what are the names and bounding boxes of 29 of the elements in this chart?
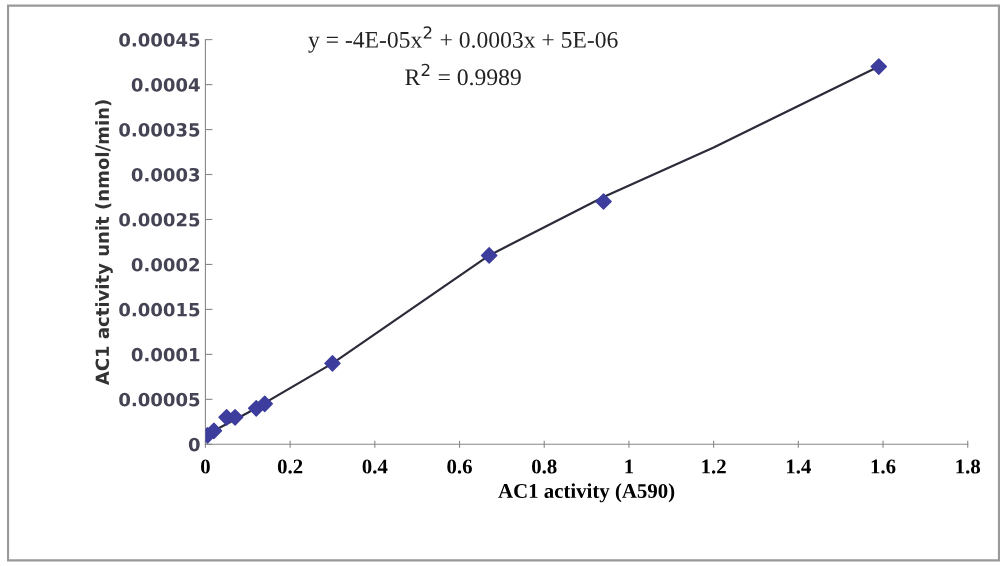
y-tick-label: 0.00025 — [119, 212, 200, 227]
y-tick-label: 0.00045 — [119, 33, 200, 47]
point — [256, 395, 274, 413]
point — [870, 58, 888, 75]
y-tick-label: 0.00035 — [119, 123, 200, 137]
x-tick-label: 0.4 — [362, 459, 388, 474]
y-tick-label: 0.0002 — [131, 257, 199, 272]
point — [324, 355, 341, 372]
x-axis-title: AC1 activity (A590) — [498, 483, 675, 503]
x-tick-label: 1 — [625, 459, 634, 474]
y-axis-title: AC1 activity unit (nmol/min) — [95, 100, 113, 386]
annotation: y = -4E-05x$^{2}$ + 0.0003x + 5E-06 — [308, 26, 618, 53]
x-tick-label: 1.8 — [956, 459, 981, 474]
y-tick-label: 0 — [188, 437, 200, 452]
x-tick-label: 1.2 — [702, 459, 726, 474]
point — [480, 247, 498, 264]
x-tick-label: 1.6 — [871, 459, 896, 474]
x-tick-label: 0 — [201, 459, 210, 474]
y-tick-label: 0.0003 — [131, 167, 200, 182]
x-tick-label: 0.8 — [532, 459, 557, 474]
y-tick-label: 0.00005 — [119, 392, 200, 407]
y-tick-label: 0.0004 — [131, 78, 200, 92]
annotation: R$^{2}$ = 0.9989 — [405, 63, 521, 86]
y-tick-label: 0.0001 — [131, 347, 200, 362]
point — [595, 193, 612, 210]
x-tick-label: 0.2 — [277, 459, 303, 474]
x-tick-label: 1.4 — [786, 459, 811, 474]
x-tick-label: 0.6 — [447, 459, 472, 474]
y-tick-label: 0.00015 — [119, 302, 200, 317]
